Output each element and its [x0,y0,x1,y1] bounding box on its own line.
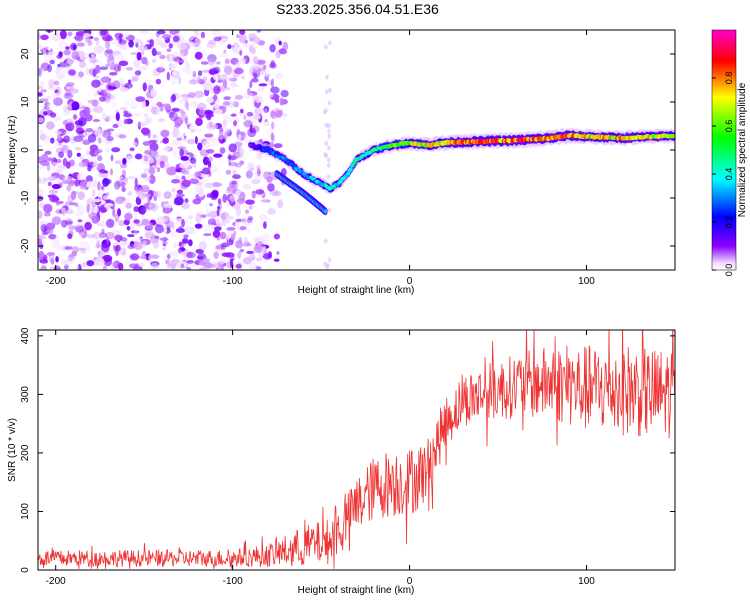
colorbar-ticks: 0.0 0.2 0.4 0.6 0.8 [712,72,734,277]
snr-xtick-label: 0 [407,576,413,587]
spectrogram-ytick-label: 10 [20,96,31,108]
colorbar-label: Normalized spectral amplitude [737,82,748,217]
colorbar-tick-label: 0.6 [724,120,734,133]
snr-panel: -200 -100 0 100 0 100 200 300 400 Height of stra… [7,327,676,596]
spectrogram-noise [38,30,332,270]
snr-xlabel: Height of straight line (km) [298,585,415,596]
spectrogram-xtick-label: -100 [223,276,243,287]
snr-xtick-label: 100 [578,576,595,587]
chart-title: S233.2025.356.04.51.E36 [276,1,439,17]
spectrogram-ytick-label: 20 [20,48,31,60]
colorbar-tick-label: 0.2 [724,216,734,229]
snr-frame [37,329,676,571]
snr-ytick-label: 400 [20,327,31,344]
snr-ytick-label: 200 [20,444,31,461]
spectrogram-xtick-label: -200 [46,276,66,287]
spectrogram-ylabel: Frequency (Hz) [7,116,18,185]
snr-xtick-label: -200 [46,576,66,587]
spectrogram-ytick-label: 0 [20,147,31,153]
colorbar-tick-label: 0.4 [724,168,734,181]
snr-ylabel: SNR (10 * v/v) [7,418,18,482]
snr-axes: -200 -100 0 100 0 100 200 300 400 [20,327,675,587]
snr-ytick-label: 100 [20,503,31,520]
colorbar: 0.0 0.2 0.4 0.6 0.8 Normalized spectral ampl… [711,29,748,277]
snr-ytick-label: 300 [20,386,31,403]
colorbar-tick-label: 0.0 [724,264,734,277]
spectrogram-ytick-label: -20 [20,238,31,253]
colorbar-tick-label: 0.8 [724,72,734,85]
snr-series-line [38,330,675,569]
spectrogram-signal-track [247,127,675,216]
spectrogram-xlabel: Height of straight line (km) [298,285,415,296]
spectrogram-ytick-label: -10 [20,190,31,205]
snr-xtick-label: -100 [223,576,243,587]
colorbar-scale [711,29,737,271]
spectrogram-xtick-label: 100 [578,276,595,287]
snr-ytick-label: 0 [20,567,31,573]
spectrogram-content [38,30,675,270]
spectrogram-xtick-label: 0 [407,276,413,287]
